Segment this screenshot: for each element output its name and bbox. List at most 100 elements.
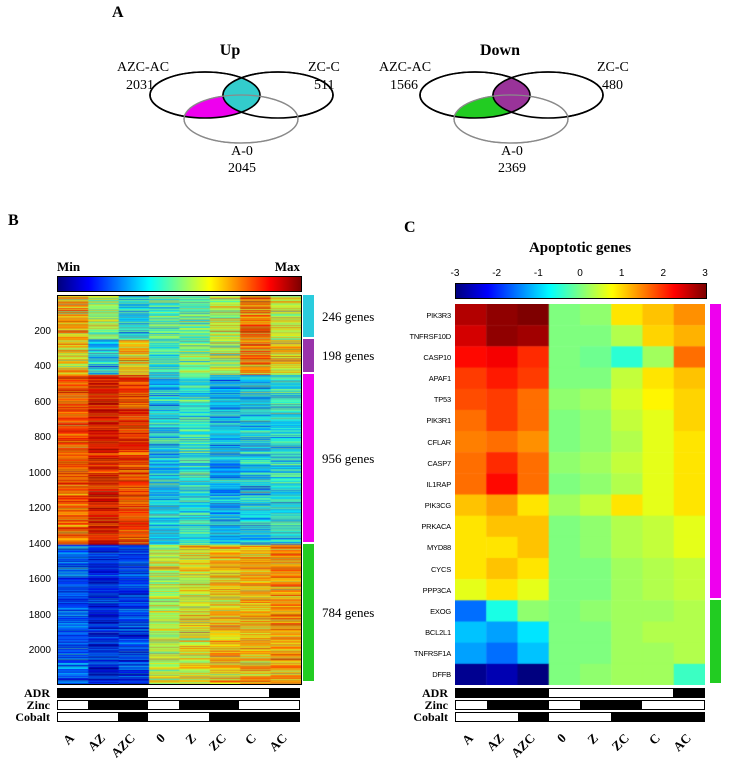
venn-up-set3-label: A-0 [231,144,253,159]
colorbar-tick-label: 3 [702,268,708,279]
annotation-label-adr-b: ADR [24,686,50,700]
venn-down-overlap-left-bottom [454,95,530,118]
venn-up-title: Up [219,42,241,59]
gene-group-bar-segment [710,600,721,683]
annotation-cell [518,701,549,709]
cluster-bar-segment [303,295,314,337]
venn-down-set1-label: AZC-AC [379,60,432,75]
annotation-row-zinc [455,700,705,710]
annotation-cell [268,689,299,697]
cluster-gene-count-label: 956 genes [322,450,375,466]
gene-label: TNFRSF10D [409,331,451,341]
colorbar-tick-label: -3 [450,268,460,279]
gene-axis-c: PIK3R3 TNFRSF10D CASP10 APAF1 TP53 PIK3R1 CFLA… [400,304,453,685]
colorbar-tick-label: -1 [533,268,543,279]
annotation-cell [238,701,269,709]
venn-down-set2-label: ZC-C [597,60,629,75]
annotation-cell [611,713,642,721]
annotation-cell [238,689,269,697]
venn-down-set3-label: A-0 [501,144,523,159]
annotation-cell [268,701,299,709]
annotation-label-cobalt-c: Cobalt [413,710,448,724]
annotation-cell [518,713,549,721]
gene-label: PIK3R1 [426,416,451,426]
condition-annotation-grid-b [57,688,300,724]
colorbar-tick-label: 2 [660,268,667,279]
annotation-cell [118,713,149,721]
annotation-cell [208,701,239,709]
gene-label: CYCS [430,564,451,574]
annotation-cell [208,689,239,697]
gene-label: DFFB [432,670,451,680]
annotation-cell [580,701,611,709]
gene-label: PIK3R3 [426,310,451,320]
cluster-bar-segment [303,373,314,542]
panel-b-label: B [8,212,19,229]
gene-label: CASP7 [427,458,451,468]
annotation-cell [58,701,89,709]
y-axis-tick-label: 400 [34,361,51,373]
gene-label: CASP10 [423,352,451,362]
venn-up-set2-value: 511 [314,78,335,93]
annotation-cell [178,701,209,709]
apoptotic-heatmap-canvas [455,304,705,685]
gene-label: IL1RAP [426,479,451,489]
annotation-cell [118,689,149,697]
venn-up-overlap-top [223,72,260,118]
annotation-cell [642,701,673,709]
annotation-label-cobalt-b: Cobalt [15,710,50,724]
annotation-cell [88,713,119,721]
venn-down-outline-2 [492,71,604,119]
venn-down-set3-value: 2369 [498,161,526,176]
venn-down-set2-value: 480 [602,78,623,93]
panel-a-label: A [112,4,124,21]
venn-down-overlap-top [493,72,530,118]
annotation-row-adr [455,688,705,698]
annotation-cell [673,689,704,697]
cluster-count-labels: 246 genes 198 genes 956 genes 784 genes [322,295,397,683]
annotation-label-adr-c: ADR [422,686,448,700]
annotation-cell [673,713,704,721]
annotation-cell [178,689,209,697]
annotation-cell [88,701,119,709]
gene-group-bar-segment [710,304,721,599]
gene-group-color-bar [710,304,721,685]
colorbar-tick-label: 1 [618,268,625,279]
y-axis-tick-label: 1200 [28,503,51,515]
annotation-cell [148,713,179,721]
venn-down-set1-value: 1566 [390,78,418,93]
panel-c-label: C [404,219,416,236]
colorbar-tick-label: 0 [577,268,583,279]
cluster-bar-segment [303,543,314,681]
gene-label: EXOG [430,606,451,616]
annotation-cell [642,689,673,697]
y-axis-tick-label: 1400 [28,538,51,550]
annotation-cell [580,713,611,721]
jet-colorbar-c [455,283,707,299]
annotation-cell [88,689,119,697]
cluster-gene-count-label: 784 genes [322,605,375,621]
gene-label: TP53 [433,395,451,405]
y-axis-tick-label: 800 [34,432,51,444]
annotation-row-cobalt [455,712,705,722]
annotation-cell [642,713,673,721]
annotation-cell [518,689,549,697]
venn-up-outline-2 [222,71,334,119]
x-axis-b: A AZ AZC 0 Z ZC C AC [57,728,300,768]
annotation-cell [611,701,642,709]
expression-heatmap-canvas [57,295,302,685]
annotation-cell [456,701,487,709]
gene-label: PPP3CA [422,585,452,595]
annotation-cell [58,689,89,697]
gene-label: CFLAR [427,437,451,447]
colorbar-tick-label: -2 [492,268,502,279]
cluster-bar-segment [303,338,314,372]
colorbar-max-label: Max [274,259,300,274]
annotation-cell [611,689,642,697]
venn-down-title: Down [479,42,520,59]
venn-up-diagram [149,71,334,144]
annotation-row-adr [57,688,300,698]
venn-up-outline-1 [149,71,261,119]
gene-label: MYD88 [426,543,451,553]
annotation-cell [549,689,580,697]
